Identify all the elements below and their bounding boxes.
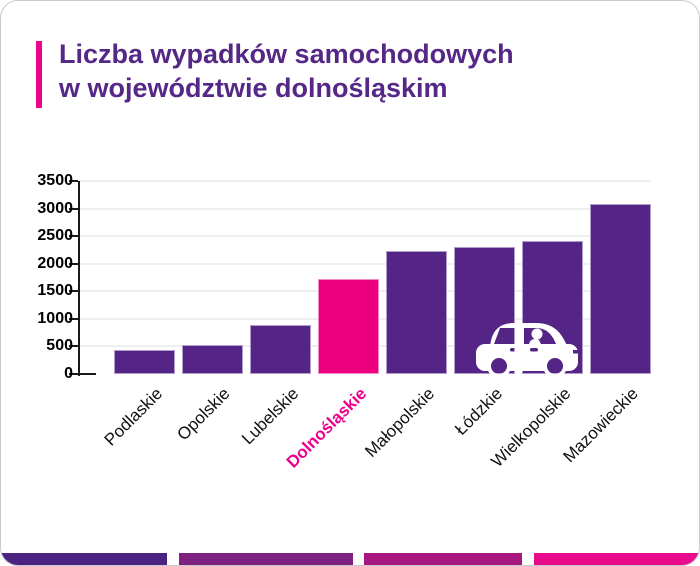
x-axis-label-Łódzkie: Łódzkie [451,384,506,439]
y-tick-label: 2000 [37,254,73,272]
bar-Dolnośląskie [318,278,379,374]
y-axis-tick [69,317,78,320]
x-axis-label-Podlaskie: Podlaskie [100,384,166,450]
y-axis-tick [69,262,78,265]
bar-Podlaskie [114,350,175,374]
footer-stripe-2 [179,553,353,565]
car-icon [474,317,580,378]
y-tick-label: 3000 [37,199,73,217]
x-axis-label-Lubelskie: Lubelskie [237,384,302,449]
chart-title-line1: Liczba wypadków samochodowych [59,39,514,69]
chart-title: Liczba wypadków samochodowych w wojewódz… [59,37,514,105]
bar-Lubelskie [250,324,311,374]
y-tick-label: 500 [46,337,73,355]
bar-Małopolskie [386,251,447,374]
y-tick-label: 1000 [37,309,73,327]
y-tick-label: 1500 [37,282,73,300]
title-accent-bar [36,41,42,108]
bar-Mazowieckie [590,204,651,374]
y-tick-label: 2500 [37,227,73,245]
footer-stripe-1 [1,553,167,565]
x-axis-stub [78,373,96,375]
bar-chart: 0 500 1000 1500 2000 2500 3000 3500 Podlaskie Op… [1,1,699,521]
y-axis-tick [69,345,78,348]
y-axis-tick [69,207,78,210]
x-axis-label-Opolskie: Opolskie [173,384,234,445]
footer-stripes [1,553,699,565]
chart-title-line2: w województwie dolnośląskim [59,73,448,103]
gridline [80,235,651,238]
footer-stripe-4 [534,553,699,565]
y-axis-tick [69,373,78,375]
y-axis-line [78,181,80,376]
y-axis-tick [69,290,78,293]
footer-stripe-3 [364,553,522,565]
y-axis-tick [69,180,78,182]
x-axis-label-Małopolskie: Małopolskie [361,384,438,461]
y-tick-label: 3500 [37,172,73,189]
plot-area [69,180,651,376]
gridline [80,180,651,182]
gridline [80,207,651,210]
gridline [80,262,651,265]
bar-Opolskie [182,344,243,374]
y-tick-label: 0 [64,365,73,382]
y-axis-tick [69,235,78,238]
